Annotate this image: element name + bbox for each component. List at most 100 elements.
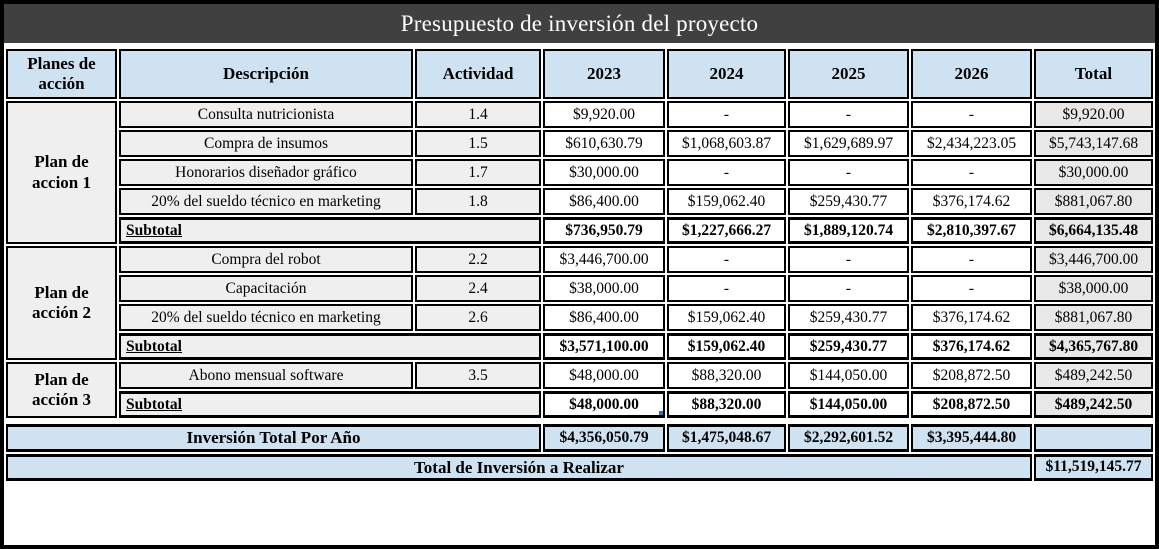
year-2024-cell[interactable]: -: [667, 246, 786, 273]
year-2025-cell[interactable]: -: [788, 275, 909, 302]
year-2023-cell[interactable]: $38,000.00: [543, 275, 665, 302]
grand-total-label[interactable]: Total de Inversión a Realizar: [6, 453, 1032, 482]
grand-total-value[interactable]: $11,519,145.77: [1034, 453, 1153, 482]
column-header-descripcion[interactable]: Descripción: [119, 49, 413, 99]
activity-cell[interactable]: 2.6: [415, 304, 541, 331]
column-header-2026[interactable]: 2026: [911, 49, 1032, 99]
total-cell[interactable]: $9,920.00: [1034, 101, 1153, 128]
activity-cell[interactable]: 1.7: [415, 159, 541, 186]
subtotal-2023-cell[interactable]: $736,950.79: [543, 217, 665, 244]
year-2026-cell[interactable]: -: [911, 246, 1032, 273]
per-year-total-empty-cell[interactable]: [1034, 424, 1153, 452]
year-2025-cell[interactable]: $259,430.77: [788, 188, 909, 215]
year-2024-cell[interactable]: $159,062.40: [667, 188, 786, 215]
desc-cell[interactable]: Compra de insumos: [119, 130, 413, 157]
desc-cell[interactable]: Consulta nutricionista: [119, 101, 413, 128]
year-2026-cell[interactable]: $208,872.50: [911, 362, 1032, 389]
table-row: Plan de accion 1 Consulta nutricionista …: [6, 101, 1153, 244]
year-2026-cell[interactable]: $2,434,223.05: [911, 130, 1032, 157]
year-2024-cell[interactable]: $159,062.40: [667, 304, 786, 331]
year-2023-cell[interactable]: $86,400.00: [543, 304, 665, 331]
per-year-total-2025[interactable]: $2,292,601.52: [788, 424, 909, 452]
year-2026-cell[interactable]: -: [911, 275, 1032, 302]
desc-cell[interactable]: Compra del robot: [119, 246, 413, 273]
subtotal-2026-cell[interactable]: $376,174.62: [911, 333, 1032, 360]
year-2023-cell[interactable]: $9,920.00: [543, 101, 665, 128]
desc-cell[interactable]: Honorarios diseñador gráfico: [119, 159, 413, 186]
subtotal-2024-cell[interactable]: $1,227,666.27: [667, 217, 786, 244]
total-cell[interactable]: $5,743,147.68: [1034, 130, 1153, 157]
desc-cell[interactable]: Capacitación: [119, 275, 413, 302]
total-cell[interactable]: $881,067.80: [1034, 304, 1153, 331]
per-year-total-label[interactable]: Inversión Total Por Año: [6, 424, 541, 452]
column-header-total[interactable]: Total: [1034, 49, 1153, 99]
subtotal-label-cell[interactable]: Subtotal: [119, 333, 541, 360]
table-row: Plan de acción 2 Compra del robot 2.2 $3…: [6, 246, 1153, 360]
per-year-total-2023[interactable]: $4,356,050.79: [543, 424, 665, 452]
year-2023-cell[interactable]: $3,446,700.00: [543, 246, 665, 273]
year-2023-cell[interactable]: $48,000.00: [543, 362, 665, 389]
subtotal-label-cell[interactable]: Subtotal: [119, 217, 541, 244]
year-2026-cell[interactable]: $376,174.62: [911, 188, 1032, 215]
activity-cell[interactable]: 1.5: [415, 130, 541, 157]
table-row: Compra de insumos 1.5 $610,630.79 $1,068…: [6, 130, 1153, 157]
year-2026-cell[interactable]: $376,174.62: [911, 304, 1032, 331]
total-cell[interactable]: $30,000.00: [1034, 159, 1153, 186]
plan-2-label[interactable]: Plan de acción 2: [6, 246, 117, 360]
subtotal-2025-cell[interactable]: $259,430.77: [788, 333, 909, 360]
subtotal-2024-cell[interactable]: $159,062.40: [667, 333, 786, 360]
desc-cell[interactable]: Abono mensual software: [119, 362, 413, 389]
year-2024-cell[interactable]: $88,320.00: [667, 362, 786, 389]
per-year-total-2026[interactable]: $3,395,444.80: [911, 424, 1032, 452]
year-2023-cell[interactable]: $30,000.00: [543, 159, 665, 186]
subtotal-total-cell[interactable]: $6,664,135.48: [1034, 217, 1153, 244]
activity-cell[interactable]: 1.8: [415, 188, 541, 215]
desc-cell[interactable]: 20% del sueldo técnico en marketing: [119, 304, 413, 331]
subtotal-label-cell[interactable]: Subtotal: [119, 391, 541, 418]
subtotal-2026-cell[interactable]: $2,810,397.67: [911, 217, 1032, 244]
column-header-2023[interactable]: 2023: [543, 49, 665, 99]
column-header-2024[interactable]: 2024: [667, 49, 786, 99]
column-header-actividad[interactable]: Actividad: [415, 49, 541, 99]
subtotal-total-cell[interactable]: $489,242.50: [1034, 391, 1153, 418]
activity-cell[interactable]: 2.4: [415, 275, 541, 302]
year-2026-cell[interactable]: -: [911, 101, 1032, 128]
total-cell[interactable]: $38,000.00: [1034, 275, 1153, 302]
subtotal-2023-cell[interactable]: $3,571,100.00: [543, 333, 665, 360]
year-2024-cell[interactable]: -: [667, 159, 786, 186]
desc-cell[interactable]: 20% del sueldo técnico en marketing: [119, 188, 413, 215]
total-cell[interactable]: $3,446,700.00: [1034, 246, 1153, 273]
year-2025-cell[interactable]: -: [788, 159, 909, 186]
table-row: Capacitación 2.4 $38,000.00 - - - $38,00…: [6, 275, 1153, 302]
plan-3-label[interactable]: Plan de acción 3: [6, 362, 117, 418]
subtotal-2024-cell[interactable]: $88,320.00: [667, 391, 786, 418]
fill-handle[interactable]: [658, 410, 663, 415]
year-2025-cell[interactable]: $1,629,689.97: [788, 130, 909, 157]
column-header-planes[interactable]: Planes de acción: [6, 49, 117, 99]
subtotal-2025-cell[interactable]: $1,889,120.74: [788, 217, 909, 244]
header-row: Planes de acción Descripción Actividad 2…: [6, 49, 1153, 99]
total-cell[interactable]: $489,242.50: [1034, 362, 1153, 389]
year-2024-cell[interactable]: $1,068,603.87: [667, 130, 786, 157]
year-2025-cell[interactable]: -: [788, 101, 909, 128]
per-year-total-2024[interactable]: $1,475,048.67: [667, 424, 786, 452]
year-2026-cell[interactable]: -: [911, 159, 1032, 186]
year-2025-cell[interactable]: $259,430.77: [788, 304, 909, 331]
plan-1-label[interactable]: Plan de accion 1: [6, 101, 117, 244]
subtotal-total-cell[interactable]: $4,365,767.80: [1034, 333, 1153, 360]
year-2025-cell[interactable]: -: [788, 246, 909, 273]
year-2024-cell[interactable]: -: [667, 275, 786, 302]
year-2025-cell[interactable]: $144,050.00: [788, 362, 909, 389]
column-header-2025[interactable]: 2025: [788, 49, 909, 99]
subtotal-2026-cell[interactable]: $208,872.50: [911, 391, 1032, 418]
activity-cell[interactable]: 1.4: [415, 101, 541, 128]
selected-cell[interactable]: $48,000.00: [543, 391, 665, 418]
total-cell[interactable]: $881,067.80: [1034, 188, 1153, 215]
table-row: 20% del sueldo técnico en marketing 2.6 …: [6, 304, 1153, 331]
year-2024-cell[interactable]: -: [667, 101, 786, 128]
year-2023-cell[interactable]: $86,400.00: [543, 188, 665, 215]
activity-cell[interactable]: 3.5: [415, 362, 541, 389]
subtotal-2025-cell[interactable]: $144,050.00: [788, 391, 909, 418]
year-2023-cell[interactable]: $610,630.79: [543, 130, 665, 157]
activity-cell[interactable]: 2.2: [415, 246, 541, 273]
